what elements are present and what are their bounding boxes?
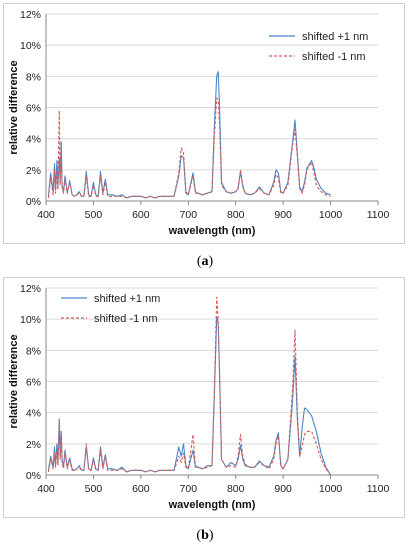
- x-tick-label: 800: [227, 483, 245, 495]
- y-tick-label: 8%: [26, 71, 41, 83]
- y-tick-label: 2%: [26, 439, 41, 451]
- x-tick-label: 700: [180, 483, 198, 495]
- series-line-minus-1nm: [47, 296, 332, 476]
- x-tick-label: 500: [85, 483, 103, 495]
- y-tick-label: 0%: [26, 196, 41, 208]
- y-tick-label: 10%: [20, 40, 41, 52]
- x-tick-label: 1100: [367, 209, 390, 221]
- x-tick-label: 1000: [319, 209, 343, 221]
- x-tick-label: 800: [227, 209, 245, 221]
- line-chart-b: 0% 2% 4% 6% 8% 10% 12% 400 500 600 700 800 900 1000 11…: [8, 283, 390, 511]
- line-chart-a: 0% 2% 4% 6% 8% 10% 12% 400 500 600 700 800 900 1000 11…: [8, 9, 390, 237]
- y-tick-label: 6%: [26, 377, 41, 389]
- x-tick-label: 1000: [319, 483, 343, 495]
- y-tick-label: 4%: [26, 408, 41, 420]
- legend-label: shifted -1 nm: [94, 313, 158, 325]
- x-axis-label: wavelength (nm): [168, 225, 256, 237]
- y-tick-label: 10%: [20, 314, 41, 326]
- chart-panel-a: 0% 2% 4% 6% 8% 10% 12% 400 500 600 700 800 900 1000 11…: [3, 3, 405, 244]
- legend-label: shifted +1 nm: [94, 293, 160, 305]
- legend-label: shifted -1 nm: [302, 51, 366, 63]
- y-tick-label: 2%: [26, 165, 41, 177]
- x-tick-label: 400: [37, 483, 55, 495]
- x-tick-label: 500: [85, 209, 103, 221]
- y-tick-label: 8%: [26, 345, 41, 357]
- y-tick-label: 12%: [20, 9, 41, 21]
- x-tick-label: 900: [274, 209, 292, 221]
- series-line-minus-1nm: [47, 97, 331, 199]
- chart-panel-b: 0% 2% 4% 6% 8% 10% 12% 400 500 600 700 800 900 1000 11…: [3, 277, 405, 518]
- x-tick-label: 700: [180, 209, 198, 221]
- x-tick-label: 400: [37, 209, 55, 221]
- y-axis-label: relative difference: [8, 334, 20, 428]
- x-tick-label: 1100: [367, 483, 390, 495]
- x-axis-label: wavelength (nm): [168, 499, 256, 511]
- legend-label: shifted +1 nm: [302, 31, 368, 43]
- x-tick-label: 900: [274, 483, 292, 495]
- y-axis-label: relative difference: [8, 60, 20, 154]
- x-tick-label: 600: [132, 483, 150, 495]
- x-tick-label: 600: [132, 209, 150, 221]
- caption-a: (a): [196, 254, 214, 269]
- y-tick-label: 6%: [26, 103, 41, 115]
- caption-b: (b): [196, 528, 214, 543]
- y-tick-label: 4%: [26, 134, 41, 146]
- y-tick-label: 12%: [20, 283, 41, 295]
- y-tick-label: 0%: [26, 470, 41, 482]
